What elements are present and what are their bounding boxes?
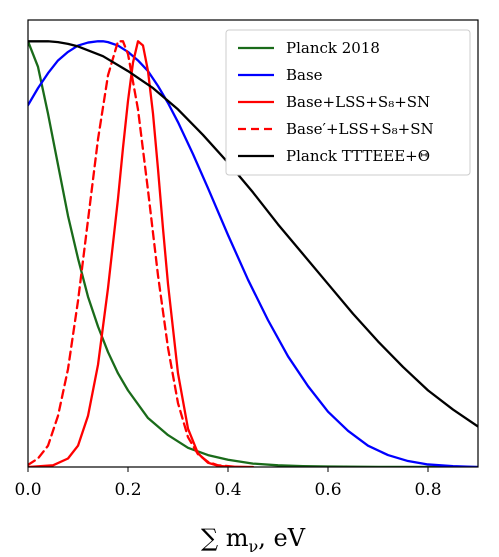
legend-box — [225, 29, 471, 176]
legend-label: Planck 2018 — [286, 39, 380, 57]
legend-label: Planck TTTEEE+Θ — [286, 147, 430, 165]
series-line-0 — [28, 40, 478, 467]
x-tick-label: 0.2 — [114, 480, 141, 500]
plot-lines — [28, 40, 478, 467]
x-tick-label: 0.0 — [14, 480, 41, 500]
legend-label: Base+LSS+S₈+SN — [286, 93, 430, 111]
x-tick-label: 0.4 — [214, 480, 241, 500]
legend-label: Base — [286, 66, 323, 84]
plot-frame — [27, 19, 479, 468]
legend: Planck 2018 Base Base+LSS+S₈+SN Base′+LSS+S… — [225, 29, 471, 176]
x-axis-label: ∑ mν, eV — [201, 524, 306, 556]
x-tick-label: 0.6 — [314, 480, 341, 500]
x-tick-label: 0.8 — [414, 480, 441, 500]
series-line-4 — [28, 40, 478, 428]
legend-label: Base′+LSS+S₈+SN — [286, 120, 434, 138]
series-line-1 — [28, 40, 478, 467]
x-ticks: 0.0 0.2 0.4 0.6 0.8 — [14, 467, 442, 500]
series-line-3 — [28, 40, 240, 467]
